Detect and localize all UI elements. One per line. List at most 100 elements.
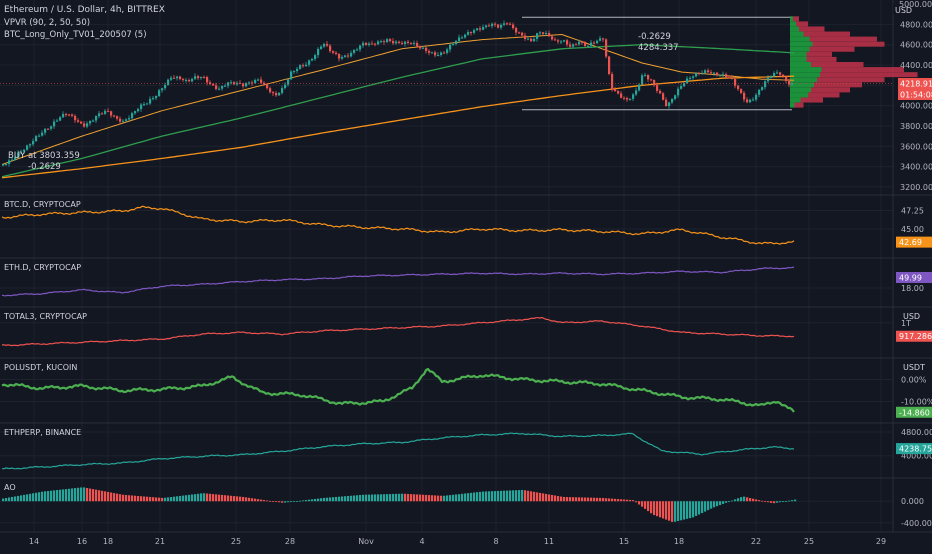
candle-body xyxy=(719,75,722,77)
candle-body xyxy=(188,80,191,82)
vpvr-bar-down xyxy=(800,97,823,103)
candle-body xyxy=(440,52,443,55)
ao-histogram-bar xyxy=(101,490,104,502)
ao-histogram-bar xyxy=(713,501,716,508)
candle-body xyxy=(650,79,653,81)
pane-ethperp[interactable]: ETHPERP, BINANCE xyxy=(2,428,795,470)
candle-body xyxy=(776,72,779,74)
pane-title-pol[interactable]: POLUSDT, KUCOIN xyxy=(4,363,77,372)
ao-histogram-bar xyxy=(362,494,365,502)
series-line-ethd xyxy=(1,266,795,297)
candle-body xyxy=(437,54,440,56)
candle-body xyxy=(107,110,110,112)
ao-histogram-bar xyxy=(704,501,707,512)
ao-histogram-bar xyxy=(497,490,500,502)
candle-body xyxy=(536,33,539,39)
ao-histogram-bar xyxy=(218,494,221,502)
vpvr-bar-up xyxy=(790,46,810,52)
ao-histogram-bar xyxy=(236,496,239,502)
candle-body xyxy=(482,27,485,30)
ao-histogram-bar xyxy=(653,501,656,516)
pane-title-btcd[interactable]: BTC.D, CRYPTOCAP xyxy=(4,200,81,209)
ao-histogram-bar xyxy=(77,487,80,502)
ao-histogram-bar xyxy=(227,495,230,502)
ao-histogram-bar xyxy=(530,491,533,502)
ao-histogram-bar xyxy=(545,493,548,502)
candle-body xyxy=(578,41,581,45)
ao-histogram-bar xyxy=(707,501,710,511)
candle-body xyxy=(683,83,686,87)
ao-histogram-bar xyxy=(128,495,131,502)
ao-histogram-bar xyxy=(74,488,77,502)
candle-body xyxy=(299,65,302,69)
unit-label-main: USD xyxy=(893,4,917,15)
pane-title-ethperp[interactable]: ETHPERP, BINANCE xyxy=(4,428,81,437)
candle-body xyxy=(26,145,29,150)
ao-histogram-bar xyxy=(11,496,14,502)
vpvr-bar-up xyxy=(790,67,822,73)
candle-body xyxy=(725,74,728,78)
series-line-btcd xyxy=(1,205,795,245)
indicator-vpvr-label[interactable]: VPVR (90, 2, 50, 50) xyxy=(4,18,90,28)
price-axis[interactable]: 4800.004600.004400.004200.004000.003800.… xyxy=(896,20,932,528)
ao-histogram-bar xyxy=(566,497,569,502)
pane-btcd[interactable]: BTC.D, CRYPTOCAP xyxy=(1,200,795,245)
ao-histogram-bar xyxy=(89,488,92,502)
candle-body xyxy=(2,164,5,166)
ao-histogram-bar xyxy=(245,497,248,502)
ao-histogram-bar xyxy=(305,500,308,502)
pane-ao[interactable]: AO xyxy=(2,483,797,522)
pane-tick-label: 0.000 xyxy=(901,497,924,506)
time-axis[interactable]: 14 16 18 21 25 28 Nov 4 8 11 15 18 22 25 29 xyxy=(29,537,886,546)
candle-body xyxy=(110,111,113,116)
ao-histogram-bar xyxy=(191,494,194,502)
candle-body xyxy=(149,98,152,104)
candle-body xyxy=(185,80,188,82)
ao-histogram-bar xyxy=(716,501,719,507)
indicator-strategy-label[interactable]: BTC_Long_Only_TV01_200507 (5) xyxy=(4,30,147,40)
candle-body xyxy=(467,32,470,35)
ao-histogram-bar xyxy=(668,501,671,521)
ao-histogram-bar xyxy=(323,497,326,502)
ao-histogram-bar xyxy=(347,495,350,502)
ao-histogram-bar xyxy=(701,501,704,514)
candle-body xyxy=(452,44,455,46)
pane-title-ethd[interactable]: ETH.D, CRYPTOCAP xyxy=(4,263,81,272)
pane-tick-label: -400.000 xyxy=(901,519,932,528)
ao-histogram-bar xyxy=(200,493,203,502)
ao-histogram-bar xyxy=(401,493,404,502)
candle-body xyxy=(569,44,572,47)
current-price-badge: 4218.910 xyxy=(898,78,932,89)
pane-title-ao[interactable]: AO xyxy=(4,483,16,492)
ao-histogram-bar xyxy=(146,496,149,502)
candle-body xyxy=(80,121,83,124)
candle-body xyxy=(509,23,512,25)
candle-body xyxy=(710,72,713,74)
vpvr-bar-up xyxy=(790,97,801,103)
candle-body xyxy=(431,52,434,54)
ao-histogram-bar xyxy=(293,501,296,503)
ao-histogram-bar xyxy=(224,495,227,502)
ao-histogram-bar xyxy=(782,501,785,503)
ao-histogram-bar xyxy=(131,495,134,502)
pane-total3[interactable]: TOTAL3, CRYPTOCAP xyxy=(2,312,795,347)
candle-body xyxy=(101,113,104,115)
value-badge-total3: 917.286B xyxy=(896,330,932,342)
pane-pol[interactable]: POLUSDT, KUCOIN xyxy=(1,363,795,413)
ao-histogram-bar xyxy=(395,493,398,502)
pane-ethd[interactable]: ETH.D, CRYPTOCAP xyxy=(1,263,795,297)
ao-histogram-bar xyxy=(623,499,626,502)
pane-title-total3[interactable]: TOTAL3, CRYPTOCAP xyxy=(3,312,87,321)
ao-histogram-bar xyxy=(65,489,68,502)
candle-body xyxy=(230,82,233,84)
candle-body xyxy=(494,23,497,25)
candle-body xyxy=(53,121,56,127)
ao-histogram-bar xyxy=(338,496,341,502)
price-pane[interactable] xyxy=(0,16,918,179)
indicator-panes[interactable]: BTC.D, CRYPTOCAP ETH.D, CRYPTOCAP TOTAL3, … xyxy=(1,200,797,522)
candle-body xyxy=(68,114,71,116)
ao-histogram-bar xyxy=(689,501,692,519)
candle-body xyxy=(17,152,20,158)
